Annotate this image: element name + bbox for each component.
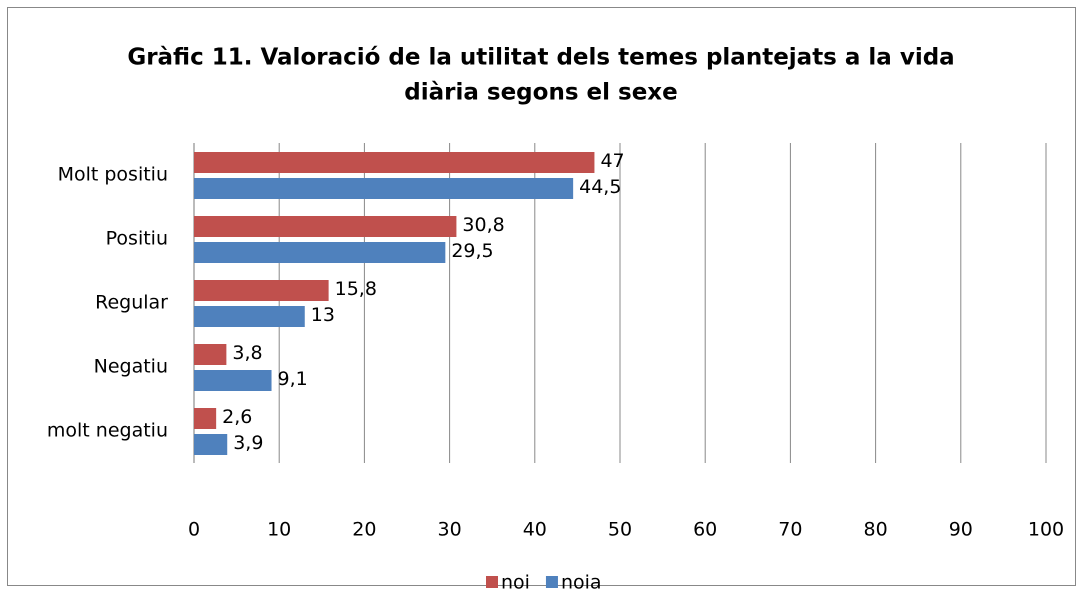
data-label: 29,5	[451, 240, 493, 262]
y-tick-label: molt negatiu	[47, 420, 168, 442]
x-tick-label: 10	[267, 519, 291, 541]
x-tick-label: 40	[523, 519, 547, 541]
chart-title: diària segons el sexe	[404, 80, 677, 106]
bar	[194, 306, 305, 327]
bar	[194, 280, 329, 301]
data-label: 15,8	[335, 278, 377, 300]
x-tick-label: 70	[778, 519, 802, 541]
x-tick-label: 80	[864, 519, 888, 541]
legend-swatch	[486, 576, 498, 588]
data-label: 44,5	[579, 176, 621, 198]
bar	[194, 152, 595, 173]
bar	[194, 216, 457, 237]
y-tick-label: Regular	[95, 292, 168, 314]
y-tick-label: Molt positiu	[58, 164, 168, 186]
x-tick-label: 100	[1028, 519, 1064, 541]
y-tick-label: Positiu	[106, 228, 168, 250]
legend-label: noia	[561, 572, 602, 592]
bar	[194, 344, 227, 365]
data-label: 3,9	[233, 432, 263, 454]
y-tick-label: Negatiu	[94, 356, 168, 378]
data-label: 13	[311, 304, 335, 326]
x-tick-label: 30	[438, 519, 462, 541]
x-tick-label: 50	[608, 519, 632, 541]
chart-title: Gràfic 11. Valoració de la utilitat dels…	[127, 45, 954, 71]
x-tick-label: 20	[352, 519, 376, 541]
bar	[194, 434, 228, 455]
chart-border	[7, 7, 1076, 586]
data-label: 9,1	[278, 368, 308, 390]
bar	[194, 370, 272, 391]
bar	[194, 242, 446, 263]
bar	[194, 408, 217, 429]
x-tick-label: 90	[949, 519, 973, 541]
data-label: 30,8	[462, 214, 504, 236]
legend-label: noi	[501, 572, 530, 592]
data-label: 2,6	[222, 406, 252, 428]
x-tick-label: 0	[188, 519, 200, 541]
bar	[194, 178, 574, 199]
x-tick-label: 60	[693, 519, 717, 541]
data-label: 47	[600, 150, 624, 172]
legend-swatch	[545, 576, 558, 588]
data-label: 3,8	[232, 342, 262, 364]
